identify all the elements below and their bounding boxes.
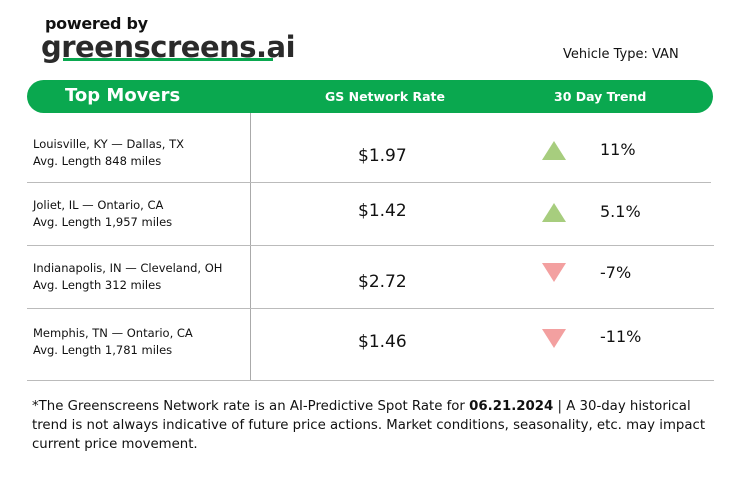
rate-value: $1.97: [358, 146, 407, 166]
lane-cell: Memphis, TN — Ontario, CA Avg. Length 1,7…: [33, 325, 193, 359]
lane-length: Avg. Length 312 miles: [33, 278, 162, 292]
trend-up-icon: [542, 203, 566, 222]
footnote: *The Greenscreens Network rate is an AI-…: [32, 397, 722, 454]
trend-value: -11%: [600, 327, 642, 346]
lane-name: Joliet, IL — Ontario, CA: [33, 198, 164, 212]
lane-length: Avg. Length 848 miles: [33, 154, 162, 168]
trend-down-icon: [542, 263, 566, 282]
lane-length: Avg. Length 1,957 miles: [33, 215, 173, 229]
lane-name: Memphis, TN — Ontario, CA: [33, 326, 193, 340]
column-header-trend: 30 Day Trend: [554, 89, 647, 104]
table-row: Memphis, TN — Ontario, CA Avg. Length 1,7…: [27, 309, 711, 380]
lane-cell: Louisville, KY — Dallas, TX Avg. Length 8…: [33, 136, 184, 170]
row-divider: [27, 308, 714, 309]
lane-cell: Indianapolis, IN — Cleveland, OH Avg. Len…: [33, 260, 222, 294]
row-divider: [27, 182, 711, 183]
footnote-text-rest: | A 30-day historical trend is not alway…: [32, 399, 706, 452]
trend-value: 5.1%: [600, 202, 641, 221]
table-title: Top Movers: [65, 85, 181, 106]
logo-underline: [63, 58, 273, 61]
trend-value: 11%: [600, 140, 636, 159]
table-header: Top Movers GS Network Rate 30 Day Trend: [27, 80, 713, 113]
row-divider: [27, 380, 714, 381]
lane-cell: Joliet, IL — Ontario, CA Avg. Length 1,95…: [33, 197, 172, 231]
footnote-date: 06.21.2024: [469, 399, 554, 414]
lane-name: Louisville, KY — Dallas, TX: [33, 137, 185, 151]
column-divider: [250, 113, 251, 380]
trend-down-icon: [542, 329, 566, 348]
vehicle-type: Vehicle Type: VAN: [563, 47, 679, 62]
powered-by-label: powered by: [45, 14, 148, 33]
table-row: Joliet, IL — Ontario, CA Avg. Length 1,95…: [27, 183, 711, 245]
rate-value: $1.46: [358, 332, 407, 352]
lane-name: Indianapolis, IN — Cleveland, OH: [33, 261, 223, 275]
trend-value: -7%: [600, 263, 632, 282]
column-header-rate: GS Network Rate: [325, 89, 446, 104]
rate-value: $2.72: [358, 272, 407, 292]
trend-up-icon: [542, 141, 566, 160]
lane-length: Avg. Length 1,781 miles: [33, 343, 173, 357]
table-row: Indianapolis, IN — Cleveland, OH Avg. Len…: [27, 246, 711, 308]
rate-value: $1.42: [358, 201, 407, 221]
footnote-text: *The Greenscreens Network rate is an AI-…: [32, 399, 470, 414]
row-divider: [27, 245, 714, 246]
table-row: Louisville, KY — Dallas, TX Avg. Length 8…: [27, 113, 711, 182]
